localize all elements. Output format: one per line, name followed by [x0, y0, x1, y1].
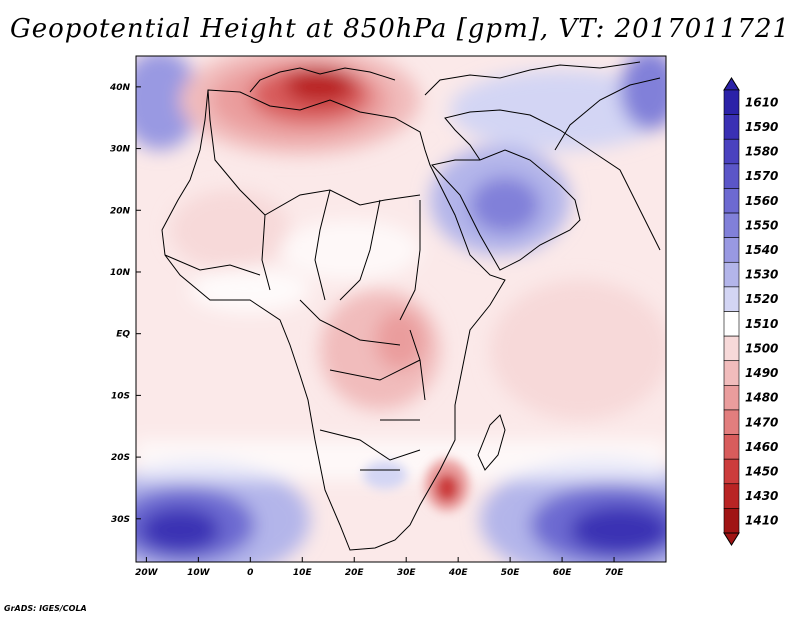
map-frame: [135, 55, 667, 563]
longitude-axis: 20W 10W 0 10E 20E 30E 40E 50E 60E 70E: [135, 557, 624, 578]
lat-tick-label: 30N: [110, 145, 131, 155]
colorbar-swatch: [723, 138, 740, 165]
colorbar-swatch: [723, 163, 740, 189]
colorbar-label: 1460: [745, 440, 778, 454]
colorbar-label: 1590: [745, 120, 778, 134]
colorbar-swatch: [723, 114, 740, 140]
lat-tick-label: EQ: [116, 330, 130, 340]
lon-tick-label: 60E: [553, 568, 573, 578]
colorbar-max-arrow: [723, 77, 740, 91]
lon-tick-label: 50E: [501, 568, 521, 578]
lat-tick-label: 40N: [109, 83, 131, 93]
colorbar-label: 1570: [745, 169, 778, 183]
colorbar-swatch: [723, 212, 740, 238]
colorbar-swatch: [723, 188, 740, 214]
geopotential-field: [136, 56, 666, 562]
colorbar-swatch: [723, 409, 740, 435]
latitude-axis: 40N 30N 20N 10N EQ 10S 20S 30S: [109, 83, 141, 525]
colorbar-label: 1550: [745, 218, 778, 232]
lon-tick-label: 20W: [135, 568, 159, 578]
lon-tick-label: 40E: [448, 568, 469, 578]
colorbar-swatch: [723, 335, 740, 362]
colorbar-label: 1520: [745, 292, 778, 306]
colorbar-label: 1500: [745, 341, 778, 355]
coastlines: [161, 61, 661, 551]
colorbar-label: 1470: [745, 415, 778, 429]
lon-tick-label: 10W: [187, 568, 211, 578]
lon-tick-label: 0: [247, 568, 253, 578]
lat-tick-label: 10S: [111, 391, 130, 401]
colorbar-label: 1450: [745, 464, 778, 478]
lon-tick-label: 30E: [397, 568, 417, 578]
colorbar-min-arrow: [723, 532, 740, 546]
colorbar-label: 1430: [745, 489, 778, 503]
colorbar-swatch: [723, 434, 740, 460]
colorbar-label: 1410: [745, 514, 778, 528]
lat-tick-label: 20S: [111, 453, 130, 463]
lat-tick-label: 20N: [110, 206, 131, 216]
colorbar: 1610 1590 1580 1570 1560 1550 1540 1530 1520 1510…: [723, 77, 778, 546]
colorbar-swatch: [723, 286, 740, 312]
grads-credit: GrADS: IGES/COLA: [4, 604, 87, 613]
colorbar-label: 1530: [745, 268, 778, 282]
colorbar-swatch: [723, 483, 740, 509]
colorbar-label: 1540: [745, 243, 778, 257]
colorbar-swatch: [723, 261, 740, 288]
colorbar-label: 1490: [745, 366, 778, 380]
lon-tick-label: 70E: [605, 568, 625, 578]
colorbar-swatch: [723, 311, 740, 337]
lat-tick-label: 10N: [110, 268, 131, 278]
colorbar-label: 1580: [745, 145, 778, 159]
lon-tick-label: 10E: [293, 568, 313, 578]
colorbar-label: 1560: [745, 194, 778, 208]
lat-tick-label: 30S: [111, 515, 130, 525]
colorbar-swatch: [723, 89, 740, 115]
colorbar-label: 1510: [745, 317, 778, 331]
colorbar-swatch: [723, 237, 740, 263]
lon-tick-label: 20E: [345, 568, 365, 578]
colorbar-label: 1610: [745, 95, 778, 109]
colorbar-swatch: [723, 458, 740, 485]
colorbar-swatch: [723, 385, 740, 411]
chart-title: Geopotential Height at 850hPa [gpm], VT:…: [9, 14, 791, 44]
colorbar-swatch: [723, 360, 740, 386]
colorbar-label: 1480: [745, 391, 778, 405]
colorbar-swatch: [723, 508, 740, 534]
